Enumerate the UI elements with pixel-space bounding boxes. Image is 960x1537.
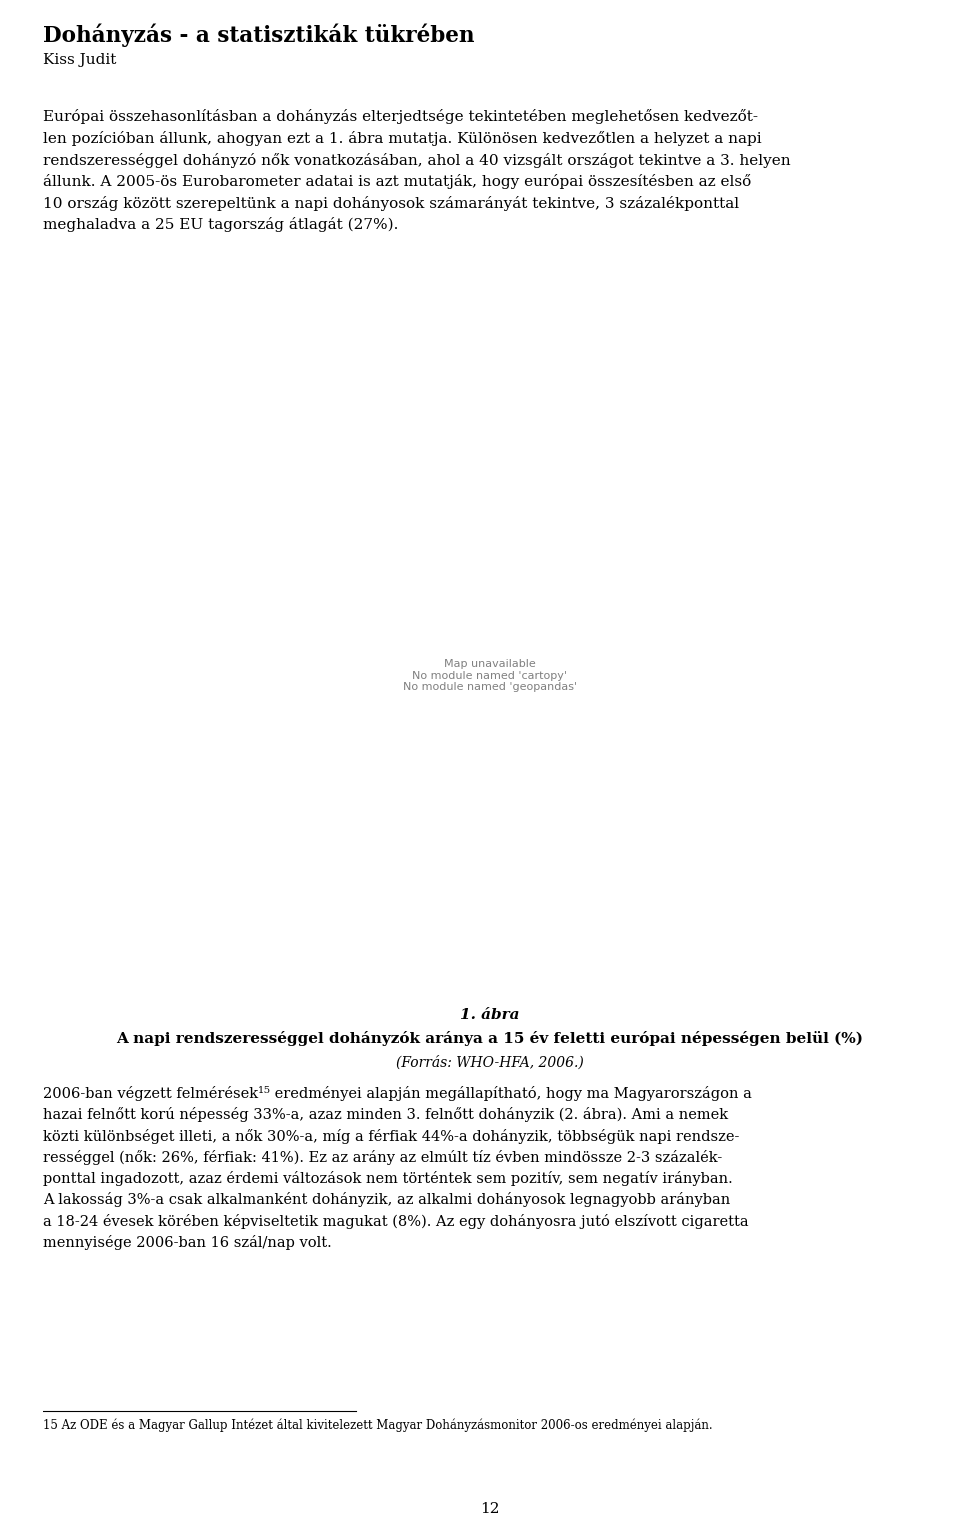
Text: 12: 12 xyxy=(480,1503,499,1517)
Text: 2006-ban végzett felmérések¹⁵ eredményei alapján megállapítható, hogy ma Magyaro: 2006-ban végzett felmérések¹⁵ eredményei… xyxy=(43,1087,752,1250)
Text: 1. ábra: 1. ábra xyxy=(460,1008,519,1022)
Text: Európai összehasonlításban a dohányzás elterjedtsége tekintetében meglehetősen k: Európai összehasonlításban a dohányzás e… xyxy=(43,109,791,232)
Text: Dohányzás - a statisztikák tükrében: Dohányzás - a statisztikák tükrében xyxy=(43,23,474,46)
Text: 15 Az ODE és a Magyar Gallup Intézet által kivitelezett Magyar Dohányzásmonitor : 15 Az ODE és a Magyar Gallup Intézet ált… xyxy=(43,1419,713,1432)
Text: A napi rendszerességgel dohányzók aránya a 15 év feletti európai népességen belü: A napi rendszerességgel dohányzók aránya… xyxy=(116,1031,863,1045)
Text: Map unavailable
No module named 'cartopy'
No module named 'geopandas': Map unavailable No module named 'cartopy… xyxy=(402,659,577,692)
Text: (Forrás: WHO-HFA, 2006.): (Forrás: WHO-HFA, 2006.) xyxy=(396,1056,584,1070)
Text: Kiss Judit: Kiss Judit xyxy=(43,54,116,68)
